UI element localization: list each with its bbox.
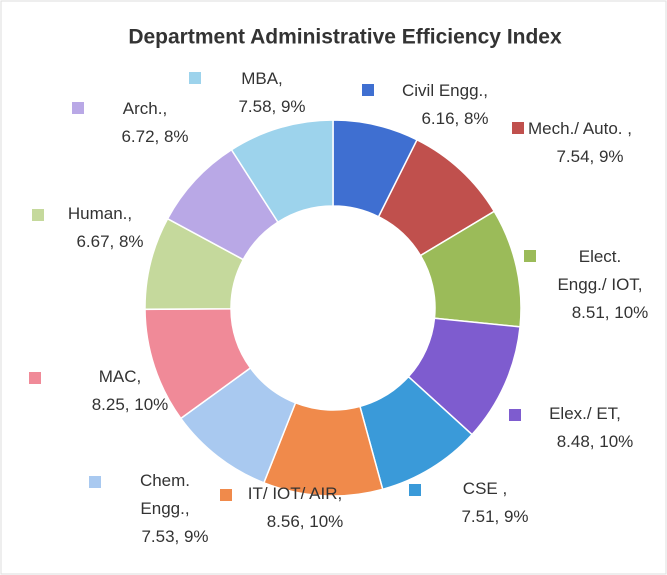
segment-label: Arch., <box>123 99 167 118</box>
value-label-line: 6.67, 8% <box>76 232 143 251</box>
segment-label-line: Engg., <box>140 499 189 518</box>
segment-label: MAC, <box>99 367 142 386</box>
legend-marker <box>32 209 44 221</box>
value-label: 8.25, 10% <box>92 395 169 414</box>
segment-label: Mech./ Auto. , <box>528 119 632 138</box>
segment-label-line: Elect. <box>579 247 622 266</box>
value-label-line: 6.16, 8% <box>421 109 488 128</box>
value-label-line: 7.51, 9% <box>461 507 528 526</box>
value-label: 6.16, 8% <box>421 109 488 128</box>
value-label: 6.72, 8% <box>121 127 188 146</box>
legend-marker <box>189 72 201 84</box>
value-label: 8.56, 10% <box>267 512 344 531</box>
value-label: 7.51, 9% <box>461 507 528 526</box>
value-label: 7.54, 9% <box>556 147 623 166</box>
segment-label-line: Arch., <box>123 99 167 118</box>
segment-label-line: IT/ IOT/ AIR, <box>248 484 342 503</box>
value-label-line: 7.53, 9% <box>141 527 208 546</box>
value-label-line: 8.48, 10% <box>557 432 634 451</box>
segment-label-line: Engg./ IOT, <box>557 275 642 294</box>
segment-label-line: MAC, <box>99 367 142 386</box>
segment-label-line: Mech./ Auto. , <box>528 119 632 138</box>
value-label: 6.67, 8% <box>76 232 143 251</box>
segment-label: Civil Engg., <box>402 81 488 100</box>
segment-label-line: Civil Engg., <box>402 81 488 100</box>
segment-label-line: CSE , <box>463 479 507 498</box>
segment-label: IT/ IOT/ AIR, <box>248 484 342 503</box>
legend-marker <box>509 409 521 421</box>
segment-label: Elex./ ET, <box>549 404 621 423</box>
segment-label-line: MBA, <box>241 69 283 88</box>
legend-marker <box>29 372 41 384</box>
value-label: 8.51, 10% <box>572 303 649 322</box>
value-label: 8.48, 10% <box>557 432 634 451</box>
segment-label: Chem. Engg., <box>140 471 190 518</box>
legend-marker <box>524 250 536 262</box>
chart-title: Department Administrative Efficiency Ind… <box>128 26 562 49</box>
value-label-line: 7.58, 9% <box>238 97 305 116</box>
legend-marker <box>362 84 374 96</box>
value-label-line: 6.72, 8% <box>121 127 188 146</box>
segment-label: CSE , <box>463 479 507 498</box>
segment-label-line: Elex./ ET, <box>549 404 621 423</box>
segment-label: Elect. Engg./ IOT, <box>557 247 642 294</box>
segment-label: MBA, <box>241 69 283 88</box>
legend-marker <box>72 102 84 114</box>
value-label-line: 8.56, 10% <box>267 512 344 531</box>
value-label-line: 8.51, 10% <box>572 303 649 322</box>
legend-marker <box>409 484 421 496</box>
segment-label-line: Human., <box>68 204 132 223</box>
value-label: 7.53, 9% <box>141 527 208 546</box>
donut-segment <box>230 119 334 224</box>
legend-marker <box>89 476 101 488</box>
legend-marker <box>220 489 232 501</box>
value-label-line: 7.54, 9% <box>556 147 623 166</box>
value-label-line: 8.25, 10% <box>92 395 169 414</box>
legend-marker <box>512 122 524 134</box>
value-label: 7.58, 9% <box>238 97 305 116</box>
segment-label-line: Chem. <box>140 471 190 490</box>
segment-label: Human., <box>68 204 132 223</box>
